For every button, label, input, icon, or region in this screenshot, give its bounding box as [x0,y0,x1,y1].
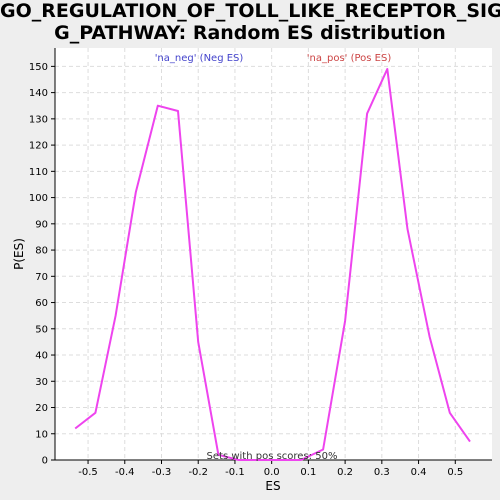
x-tick-label: 0.4 [411,467,427,478]
chart-title-line-1: GO_REGULATION_OF_TOLL_LIKE_RECEPTOR_SIGN… [0,0,500,22]
x-axis-ticks: -0.5 -0.4 -0.3 -0.2 -0.1 0.0 0.1 0.2 0.3 0.4 0.5 [78,460,463,478]
y-tick-label: 50 [35,324,48,335]
x-tick-label: 0.1 [300,467,316,478]
x-axis-title: ES [265,479,280,493]
y-tick-label: 140 [29,88,48,99]
y-axis-ticks: 0 10 20 30 40 50 60 70 80 90 100 110 120 130 140 150 [29,62,55,467]
x-tick-label: 0.0 [264,467,280,478]
x-tick-label: 0.5 [447,467,463,478]
y-tick-label: 20 [35,403,48,414]
y-tick-label: 110 [29,167,48,178]
y-tick-label: 10 [35,429,48,440]
x-tick-label: -0.3 [152,467,172,478]
x-tick-label: 0.3 [374,467,390,478]
legend-pos-label: 'na_pos' (Pos ES) [307,53,392,64]
y-tick-label: 120 [29,141,48,152]
chart-title-line-2: G_PATHWAY: Random ES distribution [54,22,446,44]
es-distribution-line [74,68,471,461]
y-tick-label: 130 [29,114,48,125]
y-tick-label: 90 [35,219,48,230]
y-tick-label: 0 [42,456,48,467]
y-tick-label: 60 [35,298,48,309]
pos-score-annotation: Sets with pos scores: 50% [207,451,338,462]
chart-title: GO_REGULATION_OF_TOLL_LIKE_RECEPTOR_SIGN… [0,0,500,44]
legend-neg-label: 'na_neg' (Neg ES) [155,53,244,64]
series-layer [74,68,471,461]
x-tick-label: -0.2 [188,467,208,478]
grid [55,48,492,461]
y-tick-label: 40 [35,351,48,362]
y-axis-title: P(ES) [12,238,26,270]
plot-area [55,48,492,460]
y-tick-label: 70 [35,272,48,283]
y-tick-label: 30 [35,377,48,388]
y-tick-label: 100 [29,193,48,204]
y-tick-label: 80 [35,246,48,257]
x-tick-label: -0.5 [78,467,98,478]
x-tick-label: -0.1 [225,467,245,478]
x-tick-label: 0.2 [337,467,353,478]
x-tick-label: -0.4 [115,467,135,478]
y-tick-label: 150 [29,62,48,73]
